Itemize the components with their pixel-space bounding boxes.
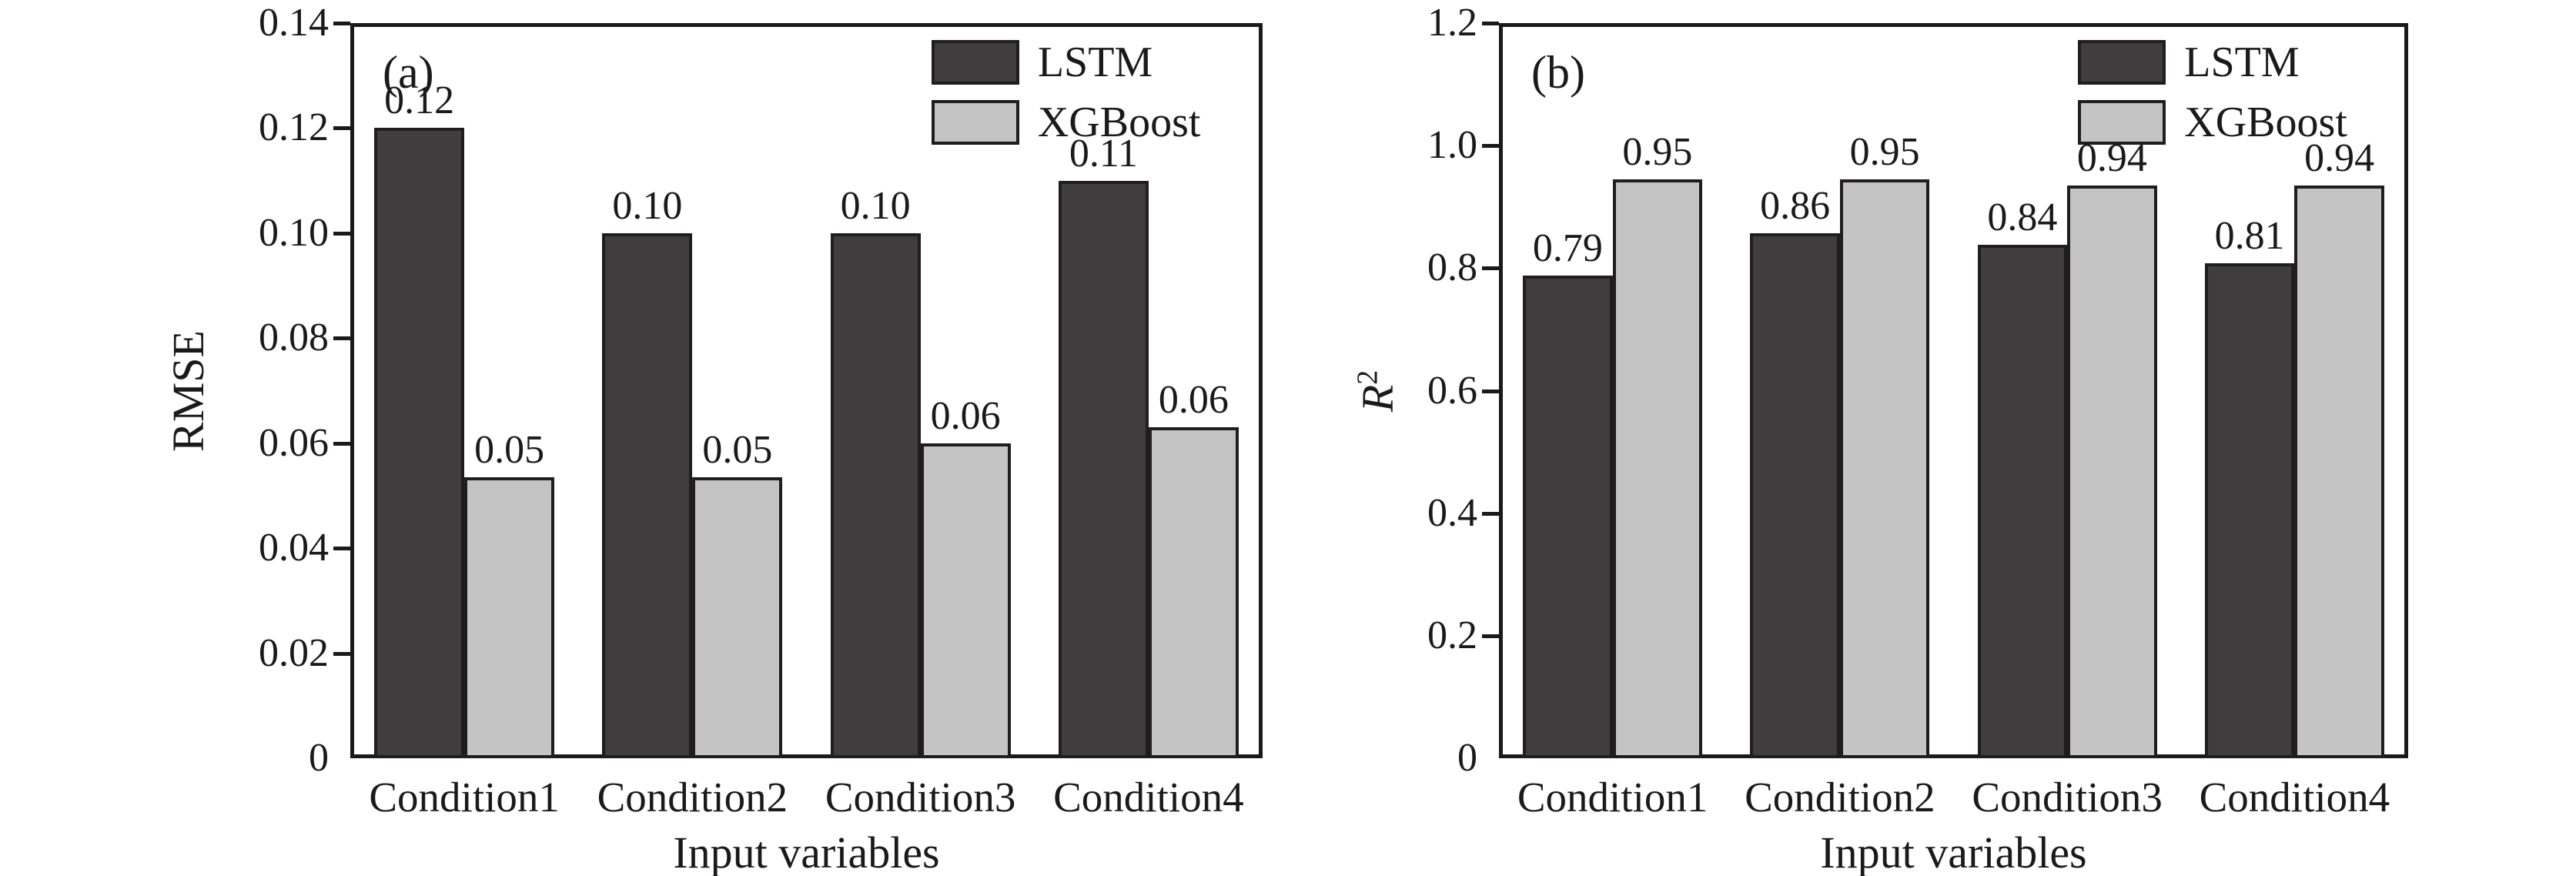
bar-value-label: 0.81 xyxy=(2214,213,2285,258)
y-tick-label: 0.10 xyxy=(259,210,329,255)
y-tick-label: 0.08 xyxy=(259,316,329,360)
plot-frame xyxy=(1499,23,2408,758)
legend-swatch-lstm xyxy=(931,40,1019,85)
legend-label: LSTM xyxy=(2184,38,2300,86)
bar-lstm-condition2 xyxy=(1750,232,1840,758)
x-category-label: Condition2 xyxy=(1745,774,1935,821)
axis-title-x: Input variables xyxy=(673,828,940,876)
bar-value-label: 0.94 xyxy=(2304,135,2375,180)
bar-value-label: 0.05 xyxy=(702,428,773,473)
bar-lstm-condition4 xyxy=(2204,262,2295,758)
bar-value-label: 0.05 xyxy=(474,428,545,473)
y-tick-mark xyxy=(333,547,350,551)
bar-xgboost-condition3 xyxy=(2067,185,2157,758)
plot-frame xyxy=(350,23,1263,758)
bar-lstm-condition1 xyxy=(374,128,465,758)
bar-xgboost-condition3 xyxy=(920,443,1011,758)
y-tick-mark xyxy=(333,651,350,656)
bar-value-label: 0.12 xyxy=(384,79,455,123)
bar-lstm-condition2 xyxy=(602,232,693,758)
bar-value-label: 0.06 xyxy=(930,393,1001,438)
y-tick-label: 0.02 xyxy=(259,630,329,675)
legend-row-lstm: LSTM xyxy=(931,38,1201,86)
y-tick-label: 0.12 xyxy=(259,105,329,150)
bar-value-label: 0.84 xyxy=(1987,196,2058,240)
bar-lstm-condition4 xyxy=(1058,180,1149,758)
y-tick-label: 0 xyxy=(309,736,329,780)
y-tick-mark xyxy=(333,441,350,446)
legend-label: LSTM xyxy=(1037,38,1153,86)
x-category-label: Condition1 xyxy=(1517,774,1708,821)
bar-value-label: 0.95 xyxy=(1849,129,1920,174)
y-tick-label: 0.8 xyxy=(1427,246,1477,290)
x-category-label: Condition2 xyxy=(597,774,788,821)
y-tick-mark xyxy=(333,336,350,341)
legend-swatch-xgboost xyxy=(931,100,1019,145)
y-tick-label: 0 xyxy=(1457,736,1477,780)
legend-label: XGBoost xyxy=(1037,99,1201,146)
legend-row-xgboost: XGBoost xyxy=(931,99,1201,146)
legend-row-lstm: LSTM xyxy=(2078,38,2347,86)
bar-value-label: 0.86 xyxy=(1760,183,1831,228)
bar-xgboost-condition4 xyxy=(2294,185,2384,758)
bar-lstm-condition3 xyxy=(830,232,921,758)
bar-value-label: 0.79 xyxy=(1532,226,1603,270)
panel-label: (a) xyxy=(383,47,434,98)
x-category-label: Condition4 xyxy=(2199,774,2390,821)
y-tick-label: 0.04 xyxy=(259,526,329,570)
x-category-label: Condition3 xyxy=(1972,774,2163,821)
x-category-label: Condition4 xyxy=(1053,774,1244,821)
legend-label: XGBoost xyxy=(2184,99,2347,146)
bar-xgboost-condition1 xyxy=(1612,179,1703,758)
bar-value-label: 0.95 xyxy=(1622,129,1693,174)
y-tick-mark xyxy=(333,22,350,25)
bar-xgboost-condition2 xyxy=(1839,179,1930,758)
y-tick-mark xyxy=(1482,511,1499,516)
y-tick-mark xyxy=(1482,634,1499,638)
legend-row-xgboost: XGBoost xyxy=(2078,99,2347,146)
y-tick-mark xyxy=(333,126,350,131)
bar-value-label: 0.11 xyxy=(1069,131,1138,176)
y-tick-label: 1.2 xyxy=(1427,1,1477,45)
bar-lstm-condition1 xyxy=(1523,275,1613,758)
bar-xgboost-condition2 xyxy=(692,477,783,758)
legend-swatch-xgboost xyxy=(2078,100,2166,145)
x-category-label: Condition3 xyxy=(825,774,1016,821)
y-tick-label: 0.6 xyxy=(1427,368,1477,413)
y-tick-label: 0.06 xyxy=(259,420,329,465)
x-category-label: Condition1 xyxy=(369,774,560,821)
bar-lstm-condition3 xyxy=(1977,245,2068,758)
bar-value-label: 0.06 xyxy=(1158,378,1229,423)
legend: LSTM XGBoost xyxy=(931,38,1201,146)
y-tick-label: 1.0 xyxy=(1427,123,1477,168)
bar-xgboost-condition1 xyxy=(464,477,555,758)
bar-value-label: 0.10 xyxy=(840,183,911,228)
legend-swatch-lstm xyxy=(2078,40,2166,85)
y-tick-label: 0.2 xyxy=(1427,613,1477,657)
axis-title-x: Input variables xyxy=(1820,828,2087,876)
y-tick-label: 0.4 xyxy=(1427,490,1477,535)
y-tick-label: 0.14 xyxy=(259,1,329,45)
panel-label: (b) xyxy=(1531,47,1585,98)
legend: LSTM XGBoost xyxy=(2078,38,2347,146)
y-tick-mark xyxy=(1482,266,1499,271)
axis-title-y: R2 xyxy=(1351,369,1403,412)
y-tick-mark xyxy=(1482,22,1499,25)
y-tick-mark xyxy=(1482,389,1499,393)
y-tick-mark xyxy=(1482,144,1499,149)
bar-xgboost-condition4 xyxy=(1148,427,1239,758)
y-tick-mark xyxy=(333,231,350,236)
bar-value-label: 0.10 xyxy=(612,183,683,228)
